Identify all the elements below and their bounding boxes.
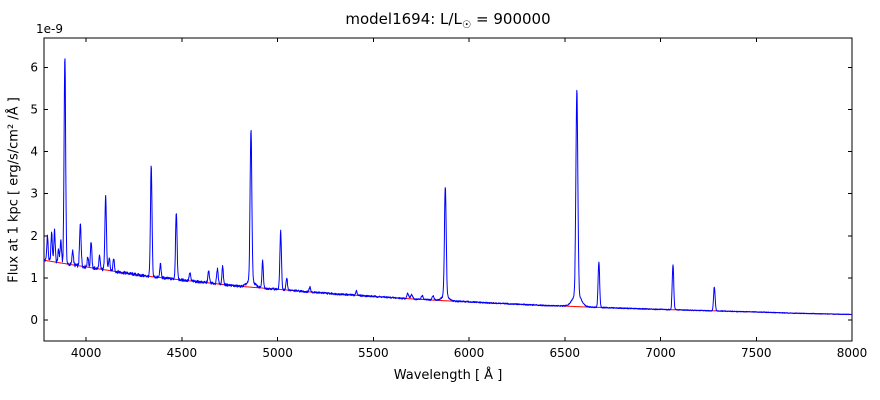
x-tick-label: 7500 <box>741 346 772 360</box>
y-axis-offset-label: 1e-9 <box>36 22 63 36</box>
x-tick-label: 4500 <box>167 346 198 360</box>
axes-frame <box>43 37 853 342</box>
y-tick-label: 6 <box>30 60 38 74</box>
x-tick-label: 6500 <box>550 346 581 360</box>
y-tick-label: 3 <box>30 187 38 201</box>
continuum-model-line <box>43 259 853 315</box>
tick-marks <box>44 38 853 341</box>
title-text: model1694: L/L <box>345 10 462 28</box>
sun-symbol: ☉ <box>461 19 472 31</box>
x-tick-label: 8000 <box>837 346 868 360</box>
x-axis-label: Wavelength [ Å ] <box>393 368 503 383</box>
x-tick-label: 5500 <box>358 346 389 360</box>
y-tick-label: 0 <box>30 313 38 327</box>
title-suffix: = 900000 <box>471 10 551 28</box>
x-tick-label: 5000 <box>262 346 293 360</box>
x-tick-label: 6000 <box>454 346 485 360</box>
y-tick-label: 5 <box>30 103 38 117</box>
y-tick-label: 2 <box>30 229 38 243</box>
y-tick-label: 4 <box>30 145 38 159</box>
plot-title: model1694: L/L☉ = 900000 <box>345 10 550 31</box>
x-tick-label: 4000 <box>71 346 102 360</box>
y-tick-label: 1 <box>30 271 38 285</box>
spectrum-line <box>43 58 853 316</box>
x-tick-label: 7000 <box>645 346 676 360</box>
tick-labels: 4000 4500 5000 5500 6000 6500 7000 7500 8000 0 1 2 3… <box>30 60 867 360</box>
